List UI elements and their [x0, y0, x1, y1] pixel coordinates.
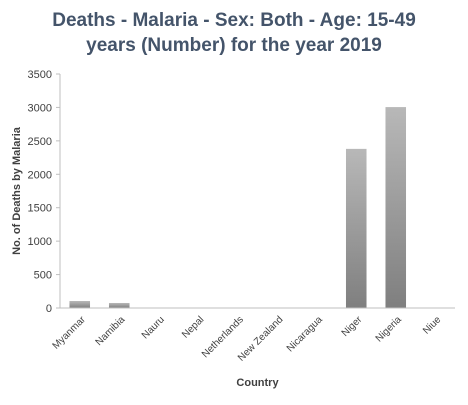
x-tick-label: Niue	[421, 314, 444, 337]
y-axis: 0 500 1000 1500 2000 2500 3000 3500	[28, 69, 61, 315]
x-tick-label: Myanmar	[51, 314, 89, 352]
y-tick-label: 0	[46, 303, 52, 315]
bar-nigeria	[385, 107, 407, 308]
y-tick-label: 3500	[28, 69, 52, 81]
y-tick-label: 2000	[28, 169, 52, 181]
y-tick-label: 2500	[28, 136, 52, 148]
bars	[69, 107, 407, 308]
x-tick-label: Nicaragua	[285, 314, 325, 354]
bar-namibia	[108, 302, 130, 308]
x-tick-label: Nepal	[180, 314, 206, 340]
y-tick-label: 3000	[28, 102, 52, 114]
y-tick-label: 1000	[28, 236, 52, 248]
y-tick-label: 1500	[28, 203, 52, 215]
x-axis-title: Country	[236, 377, 279, 389]
bar-myanmar	[69, 300, 91, 308]
x-tick-label: Nauru	[140, 314, 167, 341]
x-tick-label: Namibia	[94, 314, 128, 348]
bar-niger	[345, 148, 367, 308]
x-tick-label: Nigeria	[374, 314, 404, 344]
chart-title-line-1: Deaths - Malaria - Sex: Both - Age: 15-4…	[52, 10, 416, 31]
y-tick-label: 500	[34, 270, 52, 282]
x-tick-label: Niger	[340, 314, 365, 339]
chart-title-line-2: years (Number) for the year 2019	[86, 35, 382, 56]
chart-title: Deaths - Malaria - Sex: Both - Age: 15-4…	[0, 8, 468, 58]
y-axis-title: No. of Deaths by Malaria	[11, 126, 23, 255]
